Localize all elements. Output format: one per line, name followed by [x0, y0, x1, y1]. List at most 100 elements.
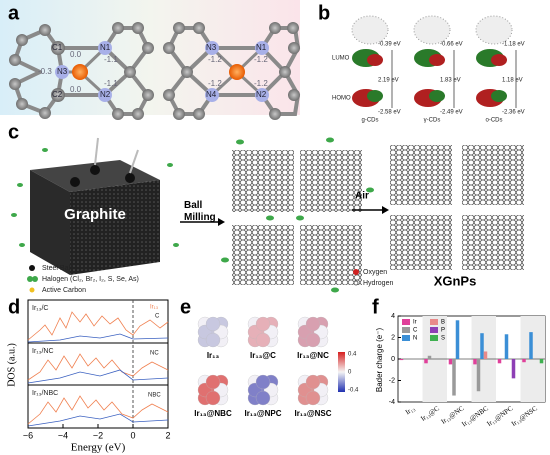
step-label-line: Milling: [184, 212, 216, 223]
homo-orbital: [491, 90, 507, 102]
lumo-orbital: [491, 54, 507, 66]
energy-label: 1.83 eV: [440, 78, 461, 84]
atom: [305, 332, 321, 348]
molecule: [413, 15, 451, 45]
bar: [424, 359, 428, 364]
energy-label: 2.19 eV: [378, 78, 399, 84]
y-axis-label: Bader charge (e⁻): [375, 328, 384, 393]
legend-swatch: [402, 327, 410, 333]
atom: [255, 374, 271, 390]
panel-label: a: [8, 2, 20, 24]
legend-label: C: [413, 328, 418, 334]
atom: [255, 390, 271, 406]
cluster-label: Ir₁₃: [207, 351, 220, 360]
panel-label: f: [372, 296, 379, 318]
atom-label: C2: [52, 90, 63, 99]
legend-swatch: [430, 335, 438, 341]
y-tick-label: 2: [391, 334, 395, 341]
y-tick-label: -2: [389, 377, 395, 384]
step-label-line: Ball: [184, 200, 203, 211]
legend-swatch: [430, 327, 438, 333]
energy-label: 1.18 eV: [502, 78, 523, 84]
energy-label: -2.36 eV: [502, 110, 525, 116]
panel-label: d: [8, 296, 20, 318]
atom: [305, 390, 321, 406]
legend-label: Active Carbon: [42, 287, 86, 294]
halogen-atoms: [11, 137, 374, 293]
row-label: Ir₁₃/C: [32, 305, 49, 312]
homo-orbital: [429, 90, 445, 102]
charge: 0.0: [70, 85, 82, 94]
clusters: Ir₁₃ Ir₁₃@C Ir₁₃@NC Ir₁₃@NBC Ir₁₃@NPC Ir₁₃@NS…: [194, 316, 332, 418]
lumo-orbital: [367, 54, 383, 66]
x-axis-label: Energy (eV): [71, 442, 126, 454]
y-axis-label: DOS (a.u.): [6, 343, 17, 387]
legend-label: Oxygen: [363, 269, 387, 276]
orbital-label: LUMO: [332, 56, 350, 62]
legend-swatch: [353, 280, 359, 286]
column-label: g-CDs: [361, 118, 378, 124]
molecule: [475, 15, 513, 45]
legend-swatch: [29, 287, 35, 293]
row-label: Ir₁₃/NBC: [32, 390, 58, 397]
step-label: Ball Milling: [184, 200, 216, 223]
atom-label: N1: [100, 43, 111, 52]
legend-label: Halogen (Cl₂, Br₂, I₂, S, Se, As): [42, 276, 139, 283]
atom-label: N1: [256, 43, 267, 52]
legend-label: C: [155, 314, 160, 320]
x-tick-label: Ir₁₃@NBC: [460, 404, 490, 428]
step-label: Air: [355, 191, 369, 202]
bar: [476, 359, 481, 392]
x-tick-label: −6: [23, 430, 33, 440]
lumo-orbital: [429, 54, 445, 66]
bar: [511, 359, 516, 379]
cluster-label: Ir₁₃@NSC: [294, 409, 331, 418]
arrowhead: [382, 206, 389, 214]
legend-swatch: [402, 335, 410, 341]
legend-label: Ir: [413, 320, 417, 326]
energy-label: -2.58 eV: [378, 110, 401, 116]
legend-label: P: [441, 328, 445, 334]
x-tick-label: −2: [93, 430, 103, 440]
x-tick-label: Ir₁₃@NSC: [510, 404, 539, 428]
cluster-label: Ir₁₃@NBC: [194, 409, 232, 418]
legend-swatch: [402, 319, 410, 325]
bar: [448, 359, 453, 365]
energy-label: -0.39 eV: [378, 42, 401, 48]
bar: [504, 334, 509, 359]
charge: 0.0: [70, 50, 82, 59]
orbital-label: HOMO: [332, 96, 351, 102]
charge: -0.3: [38, 67, 52, 76]
legend-label: Steel Ball: [42, 265, 72, 272]
atom-label: N2: [256, 90, 267, 99]
bar: [522, 359, 526, 363]
homo-orbital: [367, 90, 383, 102]
legend-swatch: [29, 265, 35, 271]
x-tick-label: −4: [58, 430, 68, 440]
arrowhead: [218, 218, 225, 226]
bar: [473, 359, 477, 365]
x-tick-label: Ir₁₃@C: [419, 404, 441, 423]
bar: [480, 333, 484, 359]
bar: [399, 359, 404, 361]
atom-label: N3: [206, 43, 217, 52]
colorbar: [338, 352, 345, 392]
legend-swatch: [430, 319, 438, 325]
legend-label: B: [441, 320, 445, 326]
molecule-2: [163, 22, 301, 120]
product-label: XGnPs: [434, 273, 477, 288]
charge: -1.2: [254, 79, 268, 88]
atom: [255, 316, 271, 332]
bar: [483, 351, 488, 359]
x-ticks: −6 −4 −2 0 2: [23, 424, 171, 440]
legend-swatch: [27, 276, 33, 282]
legend-label: Hydrogen: [363, 280, 393, 287]
energy-label: -1.18 eV: [502, 42, 525, 48]
atom: [305, 374, 321, 390]
legend-label: NC: [150, 351, 159, 357]
charge: -1.2: [208, 79, 222, 88]
atom-label: N2: [100, 90, 111, 99]
bar: [427, 355, 432, 359]
